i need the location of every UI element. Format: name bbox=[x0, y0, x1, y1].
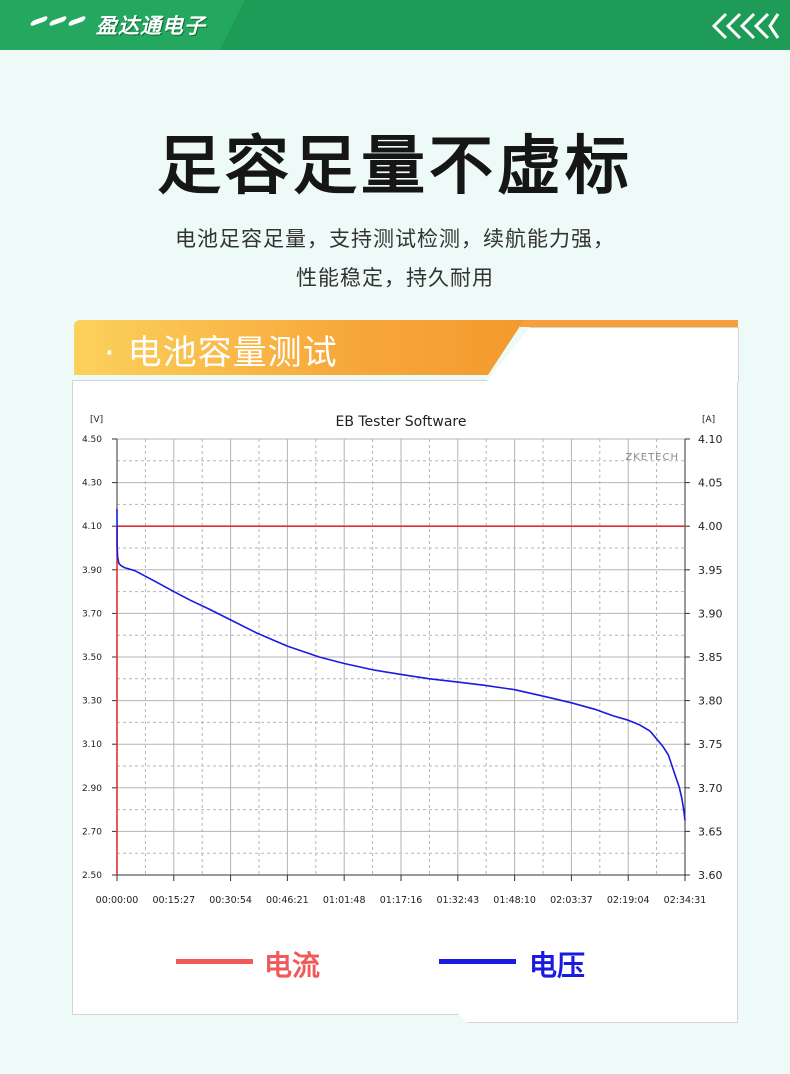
x-tick-label: 02:19:04 bbox=[607, 895, 650, 906]
chevrons-left-icon bbox=[711, 12, 780, 40]
x-tick-label: 00:15:27 bbox=[152, 895, 195, 906]
y-tick-label-left: 2.50 bbox=[82, 871, 102, 881]
y-tick-label-right: 3.65 bbox=[698, 825, 723, 838]
section-accent-line bbox=[520, 320, 738, 327]
y-tick-label-right: 4.10 bbox=[698, 433, 723, 446]
y-tick-label-left: 2.90 bbox=[82, 784, 102, 794]
x-tick-label: 01:48:10 bbox=[493, 895, 536, 906]
y-tick-label-left: 4.50 bbox=[82, 435, 102, 445]
y-axis-label-left: [V] bbox=[90, 415, 103, 425]
section-tab bbox=[74, 320, 524, 375]
y-tick-label-left: 3.30 bbox=[82, 697, 102, 707]
y-tick-label-right: 3.95 bbox=[698, 564, 723, 577]
x-tick-label: 01:17:16 bbox=[380, 895, 423, 906]
y-tick-label-right: 3.70 bbox=[698, 782, 723, 795]
card-notch bbox=[486, 327, 739, 382]
y-tick-label-right: 4.05 bbox=[698, 477, 723, 490]
card-foot bbox=[456, 1012, 738, 1023]
x-tick-label: 01:01:48 bbox=[323, 895, 366, 906]
battery-capacity-chart: EB Tester Software ZKETECH [V] [A] 4.50 4.30 4… bbox=[82, 414, 723, 906]
y-tick-label-right: 3.90 bbox=[698, 607, 723, 620]
y-tick-label-left: 4.10 bbox=[82, 522, 102, 532]
y-tick-label-left: 3.70 bbox=[82, 609, 102, 619]
x-tick-label: 00:00:00 bbox=[96, 895, 139, 906]
section-title: · 电池容量测试 bbox=[104, 333, 338, 373]
series-line-voltage bbox=[116, 508, 686, 821]
x-tick-label: 02:03:37 bbox=[550, 895, 593, 906]
y-tick-label-left: 3.90 bbox=[82, 566, 102, 576]
x-tick-label: 01:32:43 bbox=[436, 895, 479, 906]
header-bar: 盈达通电子 bbox=[0, 0, 790, 50]
y-tick-label-left: 3.50 bbox=[82, 653, 102, 663]
y-tick-label-right: 3.80 bbox=[698, 695, 723, 708]
legend-current-line bbox=[176, 959, 253, 964]
y-tick-label-right: 3.75 bbox=[698, 738, 723, 751]
brand-tab bbox=[0, 0, 245, 50]
brand-name: 盈达通电子 bbox=[96, 14, 206, 38]
subtitle-line-1: 电池足容足量，支持测试检测，续航能力强， bbox=[175, 227, 615, 251]
y-tick-label-left: 2.70 bbox=[82, 827, 102, 837]
y-tick-label-right: 3.60 bbox=[698, 869, 723, 882]
y-tick-label-right: 4.00 bbox=[698, 520, 723, 533]
x-tick-label: 02:34:31 bbox=[664, 895, 707, 906]
y-tick-label-left: 3.10 bbox=[82, 740, 102, 750]
x-tick-label: 00:30:54 bbox=[209, 895, 252, 906]
legend-voltage-line bbox=[439, 959, 516, 964]
legend-current-label: 电流 bbox=[264, 949, 321, 982]
x-tick-label: 00:46:21 bbox=[266, 895, 309, 906]
subtitle-line-2: 性能稳定，持久耐用 bbox=[296, 266, 494, 290]
y-tick-label-right: 3.85 bbox=[698, 651, 723, 664]
legend-voltage-label: 电压 bbox=[529, 949, 586, 982]
y-axis-label-right: [A] bbox=[702, 415, 715, 425]
page-title: 足容足量不虚标 bbox=[157, 130, 633, 204]
chart-title: EB Tester Software bbox=[335, 414, 466, 430]
decorative-ticks-icon bbox=[29, 15, 87, 27]
y-tick-label-left: 4.30 bbox=[82, 479, 102, 489]
chart-watermark: ZKETECH bbox=[625, 452, 679, 463]
